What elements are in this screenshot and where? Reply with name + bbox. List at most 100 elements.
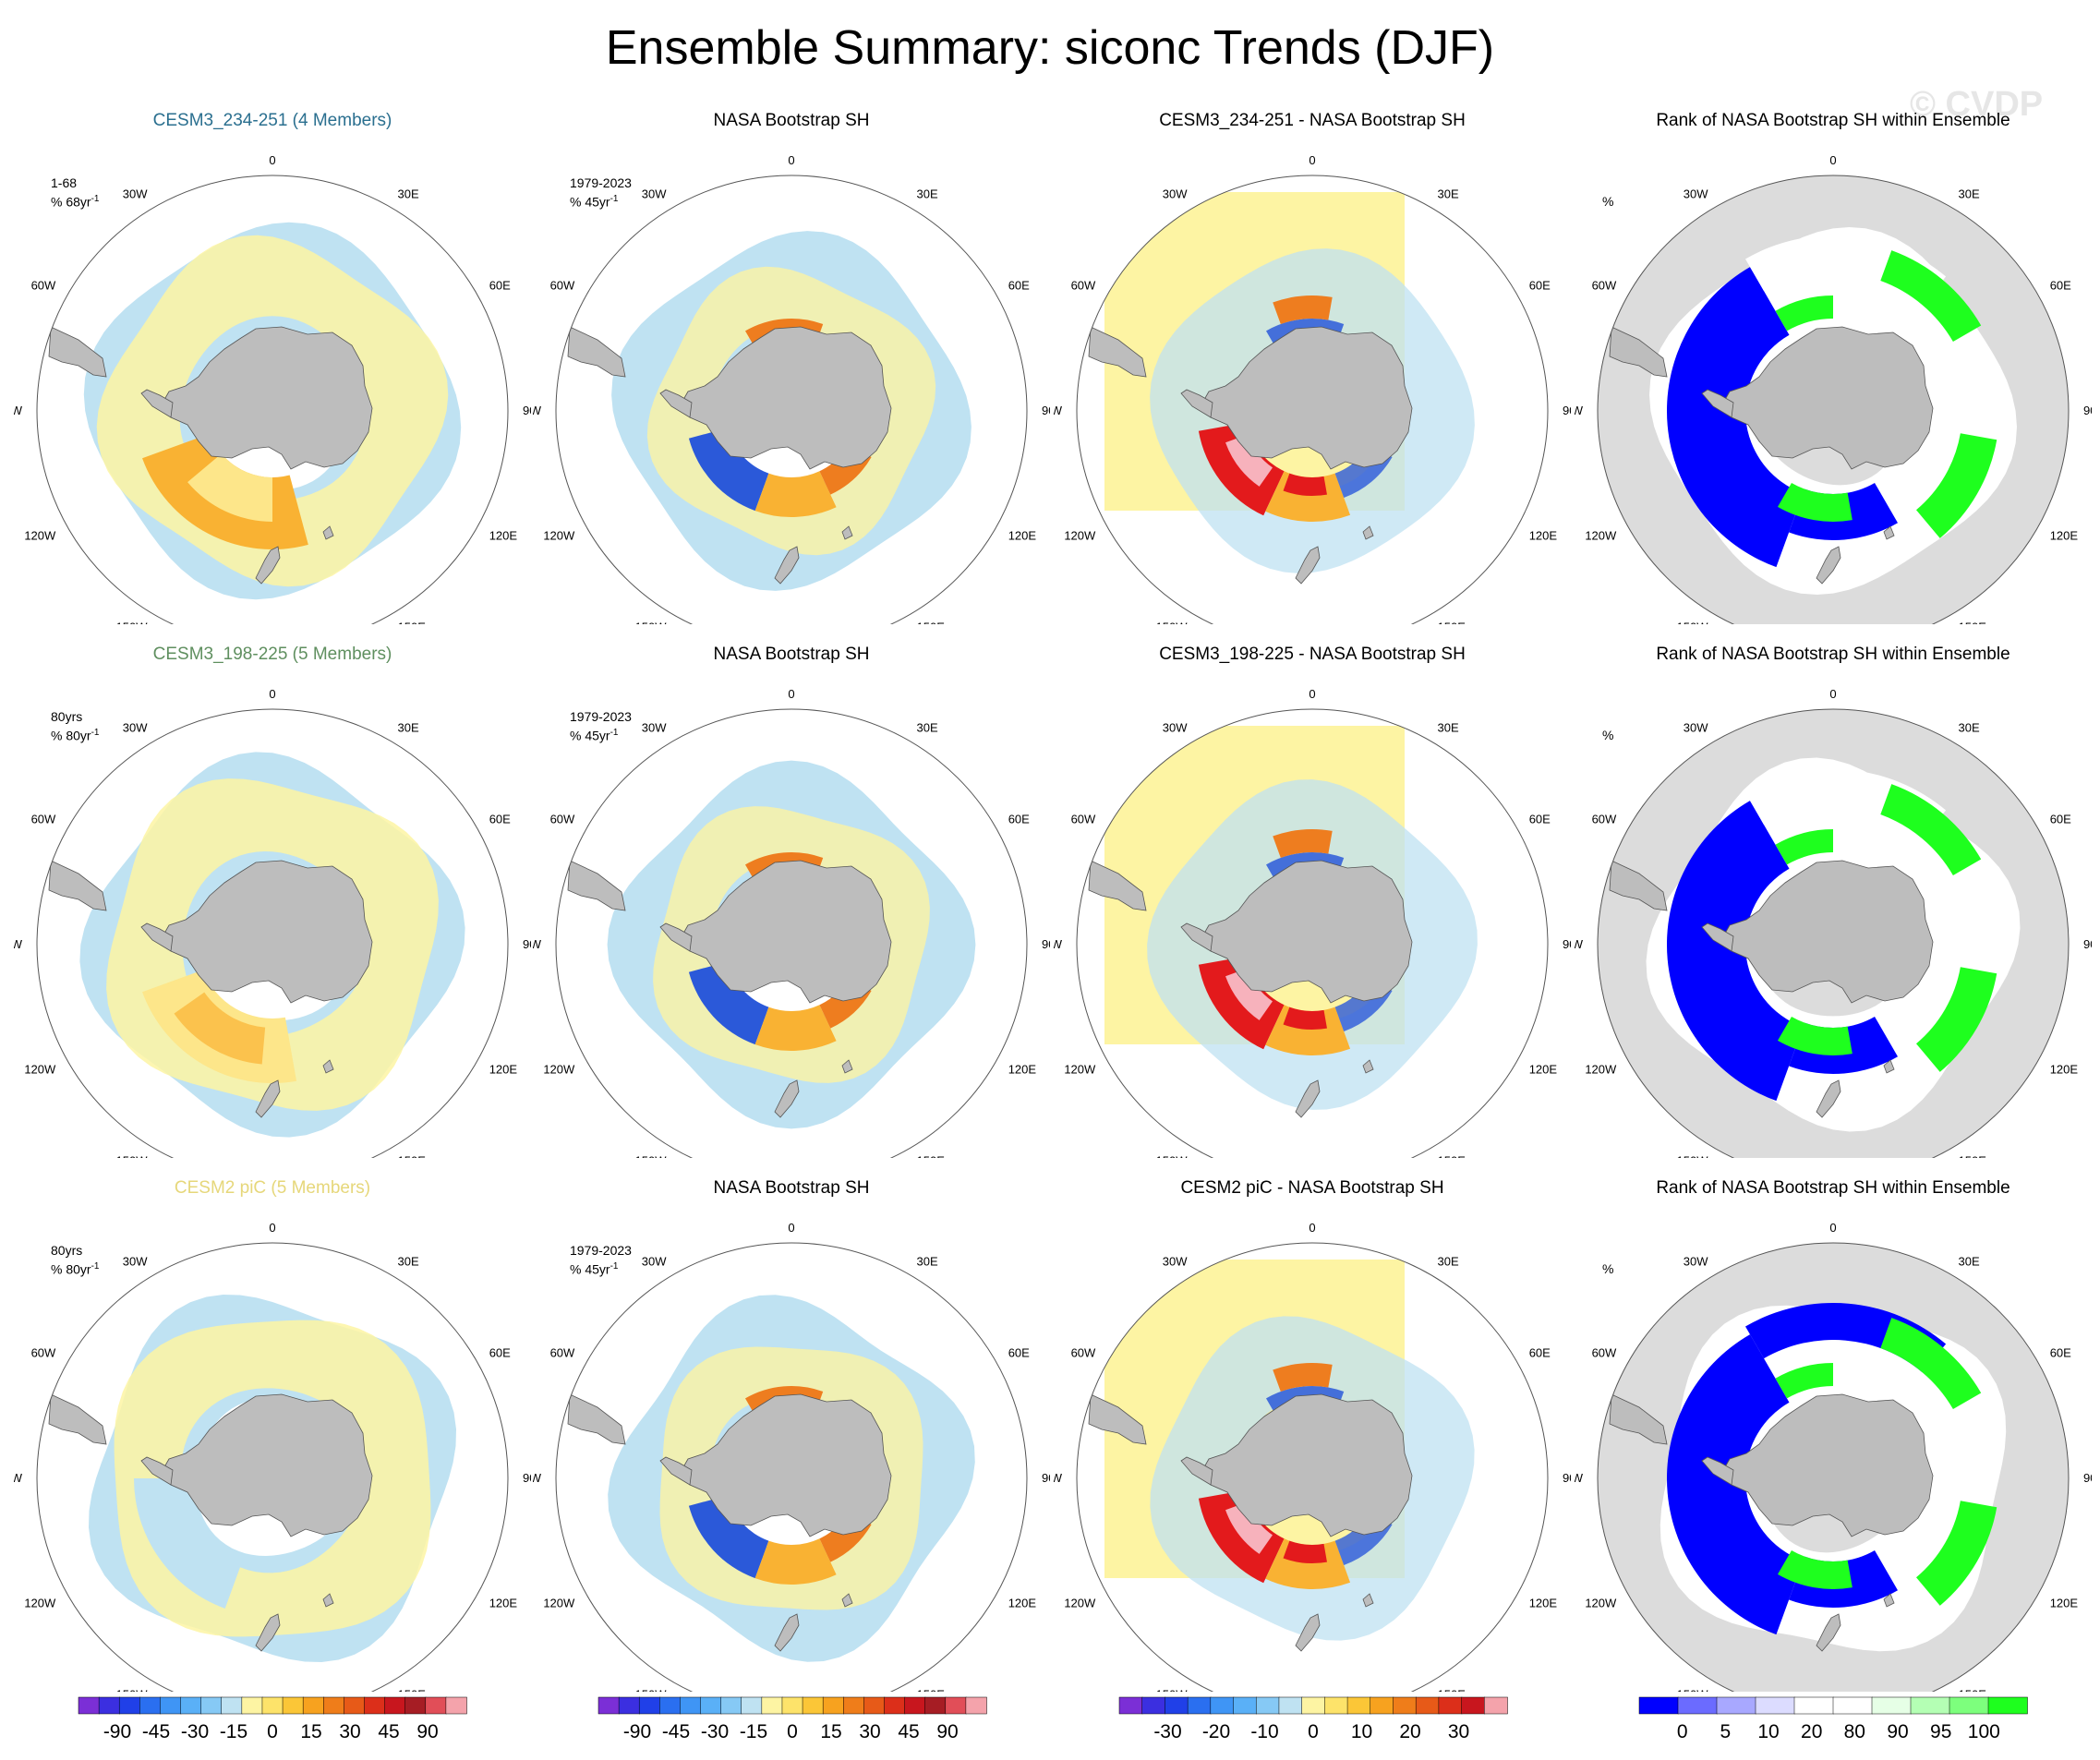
new-zealand-landmass	[1816, 1613, 1841, 1652]
lon-label: 90W	[1054, 937, 1063, 951]
map-border	[36, 1242, 509, 1692]
lon-label: 60W	[550, 813, 575, 826]
tasmania-landmass	[1883, 525, 1895, 540]
panel-title: Rank of NASA Bootstrap SH within Ensembl…	[1656, 111, 2010, 130]
cvdp-watermark: © CVDP	[1910, 85, 2044, 124]
colorbar-tick-label: 30	[859, 1721, 880, 1742]
period-label-line1: %	[1602, 194, 1614, 209]
lon-label: 90W	[1054, 404, 1063, 417]
map-border	[555, 708, 1028, 1158]
colorbar-swatch	[659, 1696, 682, 1715]
period-label-line1: 1979-2023	[570, 1243, 632, 1258]
new-zealand-landmass	[1816, 1079, 1841, 1118]
map-border	[555, 175, 1028, 624]
lon-label: 90E	[1563, 1471, 1571, 1485]
colorbar-tick-label: -45	[662, 1721, 690, 1742]
antarctica-landmass	[680, 1393, 892, 1537]
colorbar-swatch	[404, 1696, 427, 1715]
lon-label: 120W	[543, 529, 575, 543]
south-america-landmass	[1088, 860, 1147, 911]
colorbar-swatch	[200, 1696, 223, 1715]
lon-label: 120W	[543, 1597, 575, 1610]
south-america-landmass	[567, 326, 626, 378]
period-label: 1979-2023 % 45yr-1	[570, 1243, 632, 1278]
lon-label: 60E	[2050, 1346, 2071, 1360]
antarctica-landmass	[1721, 326, 1934, 470]
south-america-landmass	[567, 1393, 626, 1445]
lon-label: 30W	[1163, 720, 1188, 734]
antarctica-landmass	[1201, 326, 1413, 470]
colorbar-swatch	[241, 1696, 263, 1715]
lon-label: 30E	[917, 720, 938, 734]
new-zealand-landmass	[774, 546, 800, 585]
colorbar-swatch	[761, 1696, 783, 1715]
lon-label: 150E	[1438, 621, 1466, 624]
colorbar-swatch	[597, 1696, 620, 1715]
panel-title: CESM3_198-225 - NASA Bootstrap SH	[1159, 645, 1466, 664]
lon-label: 90W	[14, 404, 23, 417]
lon-label: 30W	[1684, 720, 1708, 734]
lon-label: 60E	[1008, 279, 1030, 293]
lon-label: 90E	[523, 404, 531, 417]
lon-label: 30W	[123, 1254, 148, 1268]
map-border	[1076, 1242, 1549, 1692]
period-label: %	[1602, 194, 1613, 210]
period-label: %	[1602, 1261, 1613, 1277]
period-label: 80yrs % 80yr-1	[51, 1243, 99, 1278]
tasmania-landmass	[841, 1059, 853, 1074]
lon-label: 150E	[398, 1154, 427, 1158]
colorbar-swatch	[1832, 1696, 1873, 1715]
polar-map-model: 030E60E90E120E150E180150W120W90W60W30W	[14, 153, 531, 624]
lon-label: 60E	[2050, 279, 2071, 293]
period-label-exponent: -1	[91, 194, 100, 204]
rank-field	[1598, 709, 2069, 1158]
tasmania-landmass	[1883, 1593, 1895, 1608]
polar-map-rank: 030E60E90E120E150E180150W120W90W60W30W	[1575, 153, 2092, 624]
colorbar-swatch	[1677, 1696, 1718, 1715]
antarctic-peninsula	[1180, 1456, 1213, 1486]
colorbar-swatch	[1638, 1696, 1679, 1715]
lon-label: 120E	[1529, 1597, 1558, 1610]
colorbar-tick-label: 45	[898, 1721, 919, 1742]
period-label-exponent: -1	[91, 728, 100, 738]
panel-title: CESM3_234-251 - NASA Bootstrap SH	[1159, 111, 1466, 130]
new-zealand-landmass	[1295, 1079, 1321, 1118]
colorbar-tick-label: 100	[1968, 1721, 2000, 1742]
colorbar-swatch	[364, 1696, 386, 1715]
lon-label: 120W	[1585, 1063, 1617, 1077]
polar-map-model: 030E60E90E120E150E180150W120W90W60W30W	[14, 687, 531, 1158]
lon-label: 150W	[116, 621, 149, 624]
colorbar-tick-label: 20	[1399, 1721, 1420, 1742]
panel-title: Rank of NASA Bootstrap SH within Ensembl…	[1656, 1178, 2010, 1198]
lon-label: 120E	[1529, 529, 1558, 543]
colorbar-swatch	[700, 1696, 722, 1715]
lon-label: 150E	[1959, 621, 1987, 624]
period-label-line1: %	[1602, 728, 1614, 742]
lon-label: 150W	[635, 1154, 668, 1158]
lon-label: 90E	[1042, 404, 1050, 417]
tasmania-landmass	[1362, 525, 1374, 540]
lon-label: 150W	[635, 1688, 668, 1692]
lon-label: 0	[1829, 687, 1836, 701]
colorbar-swatch	[1987, 1696, 2028, 1715]
new-zealand-landmass	[1816, 546, 1841, 585]
lon-label: 90W	[1575, 1471, 1584, 1485]
colorbar-swatch	[302, 1696, 325, 1715]
period-label: 80yrs % 80yr-1	[51, 709, 99, 744]
lon-label: 150E	[398, 621, 427, 624]
lon-label: 60W	[550, 1346, 575, 1360]
lon-label: 60E	[2050, 813, 2071, 826]
period-label-line2: % 45yr	[570, 194, 610, 210]
lon-label: 150W	[1677, 1688, 1709, 1692]
colorbar-swatch	[384, 1696, 406, 1715]
tasmania-landmass	[841, 1593, 853, 1608]
colorbar-swatch	[1165, 1696, 1189, 1715]
period-label-line1: %	[1602, 1261, 1614, 1276]
colorbar-tick-label: 20	[1801, 1721, 1822, 1742]
trend-colorbar-2: -90 -45 -30 -15 0 15 30 45 90	[597, 1696, 987, 1742]
lon-label: 90E	[2083, 937, 2092, 951]
tasmania-landmass	[1362, 1593, 1374, 1608]
period-label: 1-68 % 68yr-1	[51, 175, 99, 211]
panel-title: CESM3_198-225 (5 Members)	[152, 645, 392, 664]
diff-colorbar: -30 -20 -10 0 10 20 30	[1118, 1696, 1508, 1742]
